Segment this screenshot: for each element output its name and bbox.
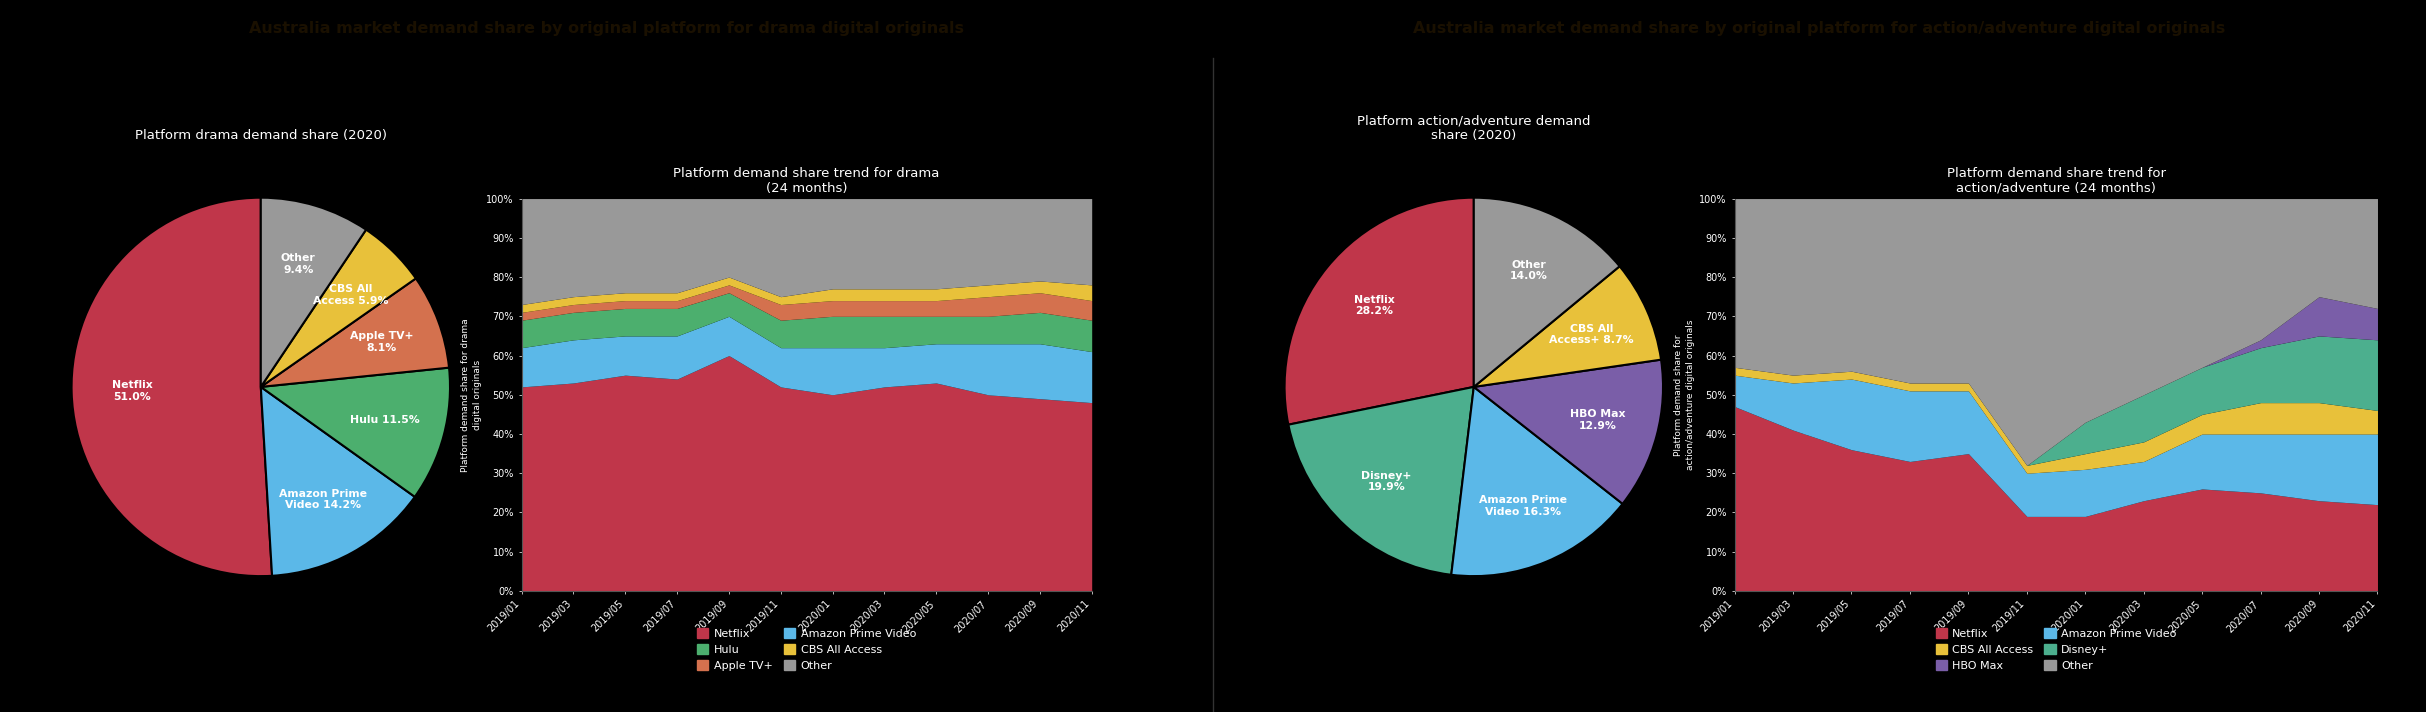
Text: Other
9.4%: Other 9.4% (281, 253, 315, 275)
Wedge shape (262, 198, 366, 387)
Text: Amazon Prime
Video 16.3%: Amazon Prime Video 16.3% (1480, 495, 1567, 517)
Wedge shape (73, 198, 272, 576)
Text: CBS All
Access+ 8.7%: CBS All Access+ 8.7% (1550, 324, 1633, 345)
Title: Platform drama demand share (2020): Platform drama demand share (2020) (136, 130, 386, 142)
Title: Platform demand share trend for
action/adventure (24 months): Platform demand share trend for action/a… (1946, 167, 2166, 194)
Wedge shape (1475, 266, 1662, 387)
Wedge shape (1286, 198, 1475, 424)
Title: Platform action/adventure demand
share (2020): Platform action/adventure demand share (… (1356, 114, 1591, 142)
Wedge shape (1475, 198, 1621, 387)
Text: Australia market demand share by original platform for action/adventure digital : Australia market demand share by origina… (1414, 21, 2225, 36)
Wedge shape (262, 387, 415, 576)
Legend: Netflix, Hulu, Apple TV+, Amazon Prime Video, CBS All Access, Other: Netflix, Hulu, Apple TV+, Amazon Prime V… (694, 625, 919, 674)
Text: Netflix
51.0%: Netflix 51.0% (112, 380, 153, 402)
Text: HBO Max
12.9%: HBO Max 12.9% (1570, 409, 1625, 431)
Wedge shape (1288, 387, 1475, 575)
Wedge shape (1475, 360, 1662, 504)
Title: Platform demand share trend for drama
(24 months): Platform demand share trend for drama (2… (674, 167, 939, 194)
Text: Australia market demand share by original platform for drama digital originals: Australia market demand share by origina… (250, 21, 963, 36)
Text: Other
14.0%: Other 14.0% (1509, 260, 1548, 281)
Wedge shape (1451, 387, 1623, 576)
Wedge shape (262, 278, 449, 387)
Legend: Netflix, CBS All Access, HBO Max, Amazon Prime Video, Disney+, Other: Netflix, CBS All Access, HBO Max, Amazon… (1931, 625, 2181, 674)
Text: Netflix
28.2%: Netflix 28.2% (1354, 295, 1395, 316)
Y-axis label: Platform demand share for drama
digital originals: Platform demand share for drama digital … (461, 318, 483, 471)
Wedge shape (262, 367, 449, 497)
Wedge shape (262, 230, 415, 387)
Y-axis label: Platform demand share for
action/adventure digital originals: Platform demand share for action/adventu… (1674, 320, 1696, 470)
Text: Hulu 11.5%: Hulu 11.5% (349, 415, 420, 425)
Text: Apple TV+
8.1%: Apple TV+ 8.1% (349, 331, 412, 353)
Text: CBS All
Access 5.9%: CBS All Access 5.9% (313, 284, 388, 305)
Text: Disney+
19.9%: Disney+ 19.9% (1361, 471, 1412, 492)
Text: Amazon Prime
Video 14.2%: Amazon Prime Video 14.2% (279, 488, 366, 511)
